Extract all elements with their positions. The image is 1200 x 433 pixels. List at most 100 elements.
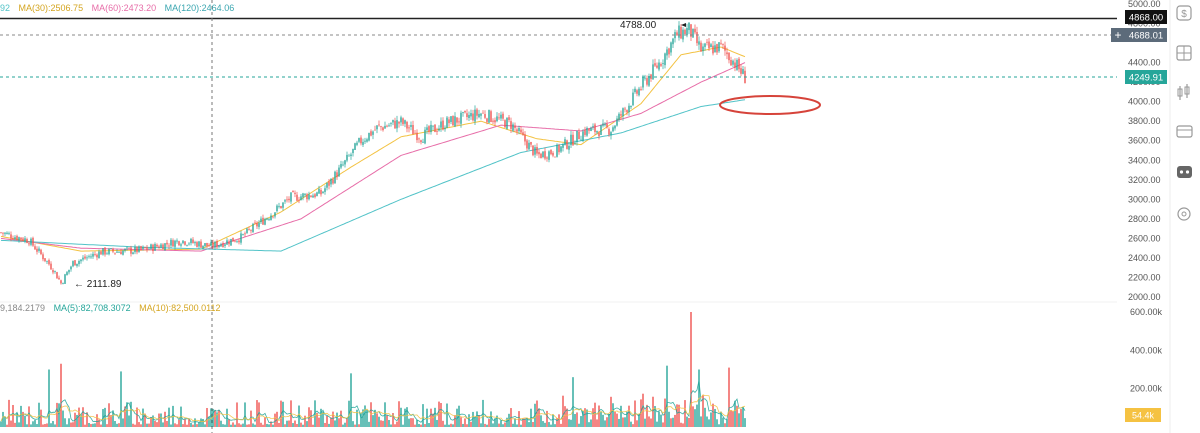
volume-bar bbox=[184, 419, 186, 427]
ma-legend-fragment: 92 bbox=[0, 3, 10, 13]
candle-body bbox=[228, 241, 230, 245]
volume-bar bbox=[242, 423, 244, 427]
volume-bar bbox=[146, 423, 148, 427]
volume-bar bbox=[22, 411, 24, 427]
candle-body bbox=[724, 45, 726, 51]
candle-body bbox=[188, 243, 190, 245]
bot-icon[interactable] bbox=[1177, 166, 1192, 178]
volume-bar bbox=[136, 407, 138, 427]
candle-body bbox=[184, 241, 186, 245]
volume-bar bbox=[690, 312, 692, 427]
volume-bar bbox=[354, 424, 356, 427]
candle-body bbox=[716, 44, 718, 53]
volume-bar bbox=[296, 423, 298, 427]
candle-body bbox=[62, 283, 64, 284]
volume-bar bbox=[410, 418, 412, 427]
candle-body bbox=[512, 124, 514, 131]
candle-body bbox=[18, 237, 20, 241]
candle-body bbox=[502, 113, 504, 119]
volume-bar bbox=[544, 422, 546, 427]
volume-bar bbox=[56, 402, 58, 427]
candle-body bbox=[218, 245, 220, 247]
volume-bar bbox=[370, 402, 372, 427]
candle-body bbox=[494, 120, 496, 123]
volume-bar bbox=[536, 400, 538, 427]
candle-body bbox=[640, 89, 642, 90]
candle-body bbox=[140, 246, 142, 250]
volume-bar bbox=[150, 417, 152, 427]
volume-bar bbox=[656, 421, 658, 427]
candle-body bbox=[426, 127, 428, 131]
candle-body bbox=[36, 248, 38, 252]
candle-icon[interactable] bbox=[1177, 84, 1190, 100]
volume-bar bbox=[614, 411, 616, 427]
volume-bar bbox=[122, 418, 124, 427]
volume-bar bbox=[100, 424, 102, 427]
candle-body bbox=[224, 244, 226, 246]
volume-bar bbox=[580, 416, 582, 427]
volume-bar bbox=[440, 403, 442, 427]
volume-bar bbox=[450, 423, 452, 427]
volume-bar bbox=[346, 417, 348, 427]
candle-body bbox=[464, 111, 466, 113]
volume-bar bbox=[64, 418, 66, 427]
volume-bar bbox=[328, 423, 330, 427]
volume-bar bbox=[260, 422, 262, 427]
volume-bar bbox=[372, 415, 374, 427]
volume-bar bbox=[178, 419, 180, 427]
candle-body bbox=[238, 240, 240, 243]
candle-body bbox=[28, 243, 30, 245]
candle-body bbox=[690, 24, 692, 37]
volume-bar bbox=[514, 418, 516, 427]
ma60-label: MA(60):2473.20 bbox=[92, 3, 157, 13]
volume-bar bbox=[396, 421, 398, 427]
card-icon[interactable] bbox=[1176, 125, 1193, 138]
grid-icon[interactable] bbox=[1176, 45, 1192, 61]
volume-bar bbox=[322, 411, 324, 427]
volume-bar bbox=[498, 423, 500, 427]
volume-bar bbox=[442, 420, 444, 427]
candle-body bbox=[622, 108, 624, 117]
volume-bar bbox=[712, 403, 714, 427]
last-price-badge-text: 4249.91 bbox=[1129, 73, 1163, 84]
volume-bar bbox=[420, 424, 422, 427]
volume-bar bbox=[374, 409, 376, 427]
candle-body bbox=[430, 124, 432, 133]
candle-body bbox=[630, 105, 632, 108]
volume-bar bbox=[12, 404, 14, 427]
volume-bar bbox=[186, 424, 188, 427]
candle-body bbox=[600, 125, 602, 135]
plus-icon: + bbox=[1114, 28, 1121, 42]
candle-body bbox=[734, 62, 736, 68]
crosshair-plus-button[interactable] bbox=[1111, 28, 1125, 42]
candle-body bbox=[364, 140, 366, 142]
candle-body bbox=[318, 188, 320, 194]
volume-bar bbox=[620, 405, 622, 427]
volume-bar bbox=[546, 410, 548, 427]
candle-body bbox=[394, 120, 396, 129]
volume-last-badge bbox=[1125, 408, 1161, 422]
volume-bar bbox=[478, 415, 480, 427]
candle-body bbox=[446, 117, 448, 128]
volume-bar bbox=[492, 423, 494, 427]
candle-body bbox=[104, 247, 106, 255]
settings-icon[interactable] bbox=[1177, 207, 1191, 221]
candle-body bbox=[726, 52, 728, 55]
candle-body bbox=[740, 68, 742, 74]
candle-body bbox=[12, 238, 14, 240]
dollar-icon[interactable]: $ bbox=[1176, 5, 1192, 21]
candle-body bbox=[584, 129, 586, 135]
candle-body bbox=[562, 143, 564, 148]
volume-bar bbox=[394, 424, 396, 427]
candle-body bbox=[162, 244, 164, 250]
candle-body bbox=[706, 41, 708, 43]
volume-bar bbox=[110, 415, 112, 427]
candle-body bbox=[402, 118, 404, 125]
candle-body bbox=[492, 120, 494, 122]
volume-bar bbox=[18, 422, 20, 427]
volume-bar bbox=[586, 409, 588, 427]
volume-bar bbox=[722, 417, 724, 427]
candle-body bbox=[610, 132, 612, 136]
candle-body bbox=[410, 125, 412, 127]
